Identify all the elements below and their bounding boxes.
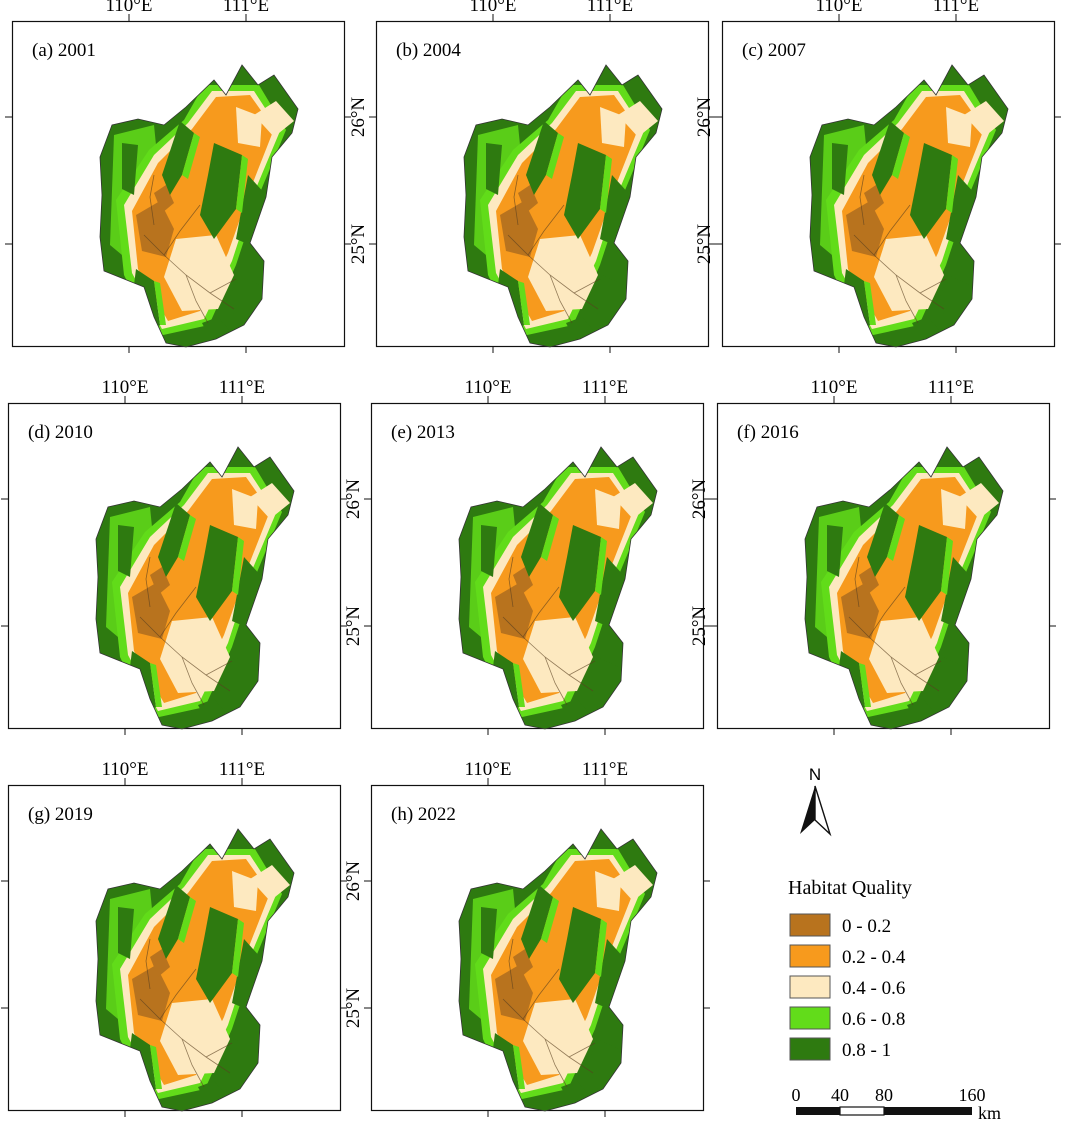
legend-item: 0.8 - 1 <box>789 1037 891 1061</box>
lat-tick-label: 26°N <box>0 97 5 138</box>
panel-label: (e) 2013 <box>391 422 455 443</box>
lat-tick-label: 26°N <box>0 861 1 902</box>
lat-tick-label: 25°N <box>343 988 364 1029</box>
scale-tick-label: 160 <box>959 1085 986 1105</box>
lon-tick-label: 110°E <box>465 759 512 780</box>
legend-swatch <box>789 944 831 968</box>
north-arrow-icon: N <box>800 765 832 837</box>
habitat-quality-map <box>809 64 1009 348</box>
lon-tick-label: 111°E <box>582 759 628 780</box>
panel-label: (a) 2001 <box>32 40 96 61</box>
lat-tick-label: 26°N <box>689 479 710 520</box>
legend-label: 0.2 - 0.4 <box>842 947 906 968</box>
north-arrow-label: N <box>809 765 821 784</box>
map-panel: (h) 2022 110°E 111°E 26°N 25°N <box>343 759 710 1117</box>
panel-label: (f) 2016 <box>737 422 799 443</box>
lon-tick-label: 111°E <box>219 759 265 780</box>
scale-unit: km <box>978 1103 1001 1123</box>
lat-tick-label: 25°N <box>0 988 1 1029</box>
scale-seg-2 <box>839 1106 885 1116</box>
lat-tick-label: 25°N <box>0 224 5 265</box>
habitat-quality-map <box>463 64 663 348</box>
lon-tick-label: 110°E <box>811 377 858 398</box>
region-outline <box>99 64 299 348</box>
region-outline <box>804 446 1004 730</box>
panel-label: (g) 2019 <box>28 804 93 825</box>
legend-label: 0.8 - 1 <box>842 1040 891 1061</box>
scale-tick-label: 0 <box>792 1085 801 1105</box>
lat-tick-label: 26°N <box>694 97 715 138</box>
north-arrow-left-half <box>800 786 815 834</box>
legend: Habitat Quality 0 - 0.2 0.2 - 0.4 0.4 - 0.6… <box>788 877 912 1061</box>
lon-tick-label: 110°E <box>816 0 863 16</box>
lat-tick-label: 25°N <box>0 606 1 647</box>
map-panel: (f) 2016 110°E 111°E 26°N 25°N <box>689 377 1056 735</box>
scale-tick-label: 80 <box>875 1085 893 1105</box>
region-outline <box>458 828 658 1112</box>
north-arrow-right-half <box>814 785 832 837</box>
lat-tick-label: 25°N <box>694 224 715 265</box>
region-outline <box>95 446 295 730</box>
lat-tick-label: 25°N <box>343 606 364 647</box>
habitat-quality-map <box>458 828 658 1112</box>
region-outline <box>458 446 658 730</box>
lon-tick-label: 111°E <box>582 377 628 398</box>
map-panel: (b) 2004 110°E 111°E 26°N 25°N <box>348 0 715 353</box>
legend-item: 0.2 - 0.4 <box>789 944 906 968</box>
lon-tick-label: 111°E <box>928 377 974 398</box>
habitat-quality-map <box>95 828 295 1112</box>
habitat-quality-map <box>458 446 658 730</box>
lon-tick-label: 111°E <box>219 377 265 398</box>
legend-title: Habitat Quality <box>788 877 912 899</box>
panel-label: (h) 2022 <box>391 804 456 825</box>
lat-tick-label: 25°N <box>348 224 369 265</box>
lon-tick-label: 110°E <box>465 377 512 398</box>
map-panel: (e) 2013 110°E 111°E 26°N 25°N <box>343 377 710 735</box>
lon-tick-label: 110°E <box>102 759 149 780</box>
panel-label: (d) 2010 <box>28 422 93 443</box>
map-panel: (a) 2001 110°E 111°E 26°N 25°N <box>0 0 351 353</box>
lon-tick-label: 110°E <box>102 377 149 398</box>
panel-label: (c) 2007 <box>742 40 806 61</box>
legend-label: 0.6 - 0.8 <box>842 1009 905 1030</box>
legend-swatch <box>789 975 831 999</box>
lon-tick-label: 111°E <box>587 0 633 16</box>
legend-item: 0.4 - 0.6 <box>789 975 905 999</box>
region-outline <box>95 828 295 1112</box>
lat-tick-label: 26°N <box>0 479 1 520</box>
lon-tick-label: 111°E <box>223 0 269 16</box>
region-outline <box>463 64 663 348</box>
map-panel: (c) 2007 110°E 111°E 26°N 25°N <box>694 0 1061 353</box>
habitat-quality-map <box>99 64 299 348</box>
legend-item: 0 - 0.2 <box>789 913 891 937</box>
lon-tick-label: 110°E <box>470 0 517 16</box>
scale-seg-3 <box>884 1107 972 1115</box>
legend-swatch <box>789 913 831 937</box>
legend-label: 0.4 - 0.6 <box>842 978 905 999</box>
map-panel: (d) 2010 110°E 111°E 26°N 25°N <box>0 377 347 735</box>
region-outline <box>809 64 1009 348</box>
lat-tick-label: 26°N <box>343 479 364 520</box>
map-panel: (g) 2019 110°E 111°E 26°N 25°N <box>0 759 347 1117</box>
habitat-quality-map <box>804 446 1004 730</box>
lat-tick-label: 26°N <box>348 97 369 138</box>
legend-item: 0.6 - 0.8 <box>789 1006 905 1030</box>
scale-seg-1 <box>796 1107 840 1115</box>
legend-swatch <box>789 1037 831 1061</box>
lon-tick-label: 110°E <box>106 0 153 16</box>
legend-swatch <box>789 1006 831 1030</box>
legend-label: 0 - 0.2 <box>842 916 891 937</box>
lat-tick-label: 26°N <box>343 861 364 902</box>
lat-tick-label: 25°N <box>689 606 710 647</box>
habitat-quality-map <box>95 446 295 730</box>
panel-label: (b) 2004 <box>396 40 461 61</box>
lon-tick-label: 111°E <box>933 0 979 16</box>
scale-tick-label: 40 <box>831 1085 849 1105</box>
